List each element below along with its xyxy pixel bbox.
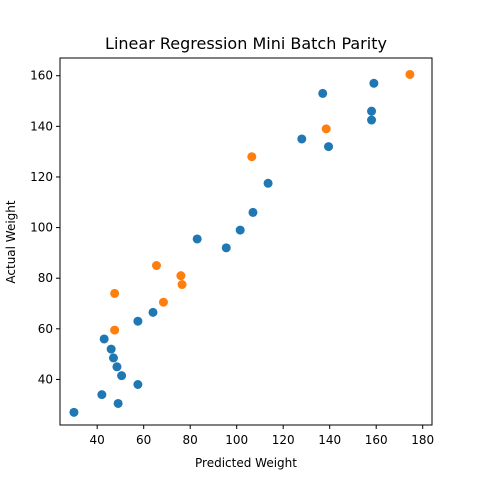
scatter-point-s0-18 [318,88,328,98]
y-tick-label: 120 [30,170,53,184]
y-tick-label: 40 [38,372,53,386]
scatter-point-s0-3 [133,380,143,389]
scatter-point-s0-11 [192,234,202,244]
scatter-point-s0-14 [248,207,258,217]
scatter-point-s1-4 [176,271,186,281]
scatter-point-s0-1 [97,390,107,400]
scatter-point-s0-12 [221,243,231,253]
x-tick-label: 80 [183,433,198,447]
scatter-point-s0-8 [99,334,109,344]
x-tick-label: 180 [411,433,434,447]
scatter-point-s0-4 [117,371,127,381]
x-axis-label: Predicted Weight [195,456,297,470]
scatter-point-s1-0 [110,325,120,335]
x-tick-label: 100 [225,433,248,447]
scatter-point-s1-3 [158,297,168,307]
scatter-point-s1-5 [177,280,187,290]
y-tick-label: 80 [38,271,53,285]
scatter-point-s0-15 [263,178,273,188]
y-tick-label: 60 [38,322,53,336]
x-tick-label: 120 [272,433,295,447]
plot-frame [59,57,433,426]
x-tick-label: 40 [90,433,105,447]
scatter-point-s0-10 [148,307,158,317]
x-axis-ticks: 40 60 80 100 120 140 160 180 [90,425,434,447]
y-tick-label: 160 [30,69,53,83]
x-tick-label: 60 [136,433,151,447]
scatter-point-s0-19 [367,106,377,116]
y-axis-ticks: 40 60 80 100 120 140 160 [30,69,60,386]
scatter-point-s0-9 [133,316,143,326]
y-tick-label: 140 [30,119,53,133]
points-layer [69,69,415,417]
scatter-point-s0-21 [369,78,379,88]
y-axis-label: Actual Weight [4,200,18,284]
scatter-point-s1-2 [151,261,161,271]
scatter-point-s0-20 [367,115,377,125]
scatter-point-s1-8 [405,69,415,79]
scatter-point-s0-2 [113,398,123,408]
scatter-point-s0-17 [324,142,334,152]
scatter-point-s1-7 [321,124,331,134]
scatter-point-s0-16 [297,134,307,144]
scatter-point-s0-13 [235,225,245,235]
scatter-point-s0-6 [108,353,118,363]
scatter-point-s1-1 [110,288,120,298]
y-tick-label: 100 [30,221,53,235]
chart-title: Linear Regression Mini Batch Parity [105,34,387,53]
scatter-point-s0-0 [69,407,79,417]
scatter-point-s0-5 [112,362,122,372]
x-tick-label: 160 [365,433,388,447]
scatter-point-s1-6 [247,152,257,162]
scatter-point-s0-7 [106,344,116,354]
x-tick-label: 140 [318,433,341,447]
